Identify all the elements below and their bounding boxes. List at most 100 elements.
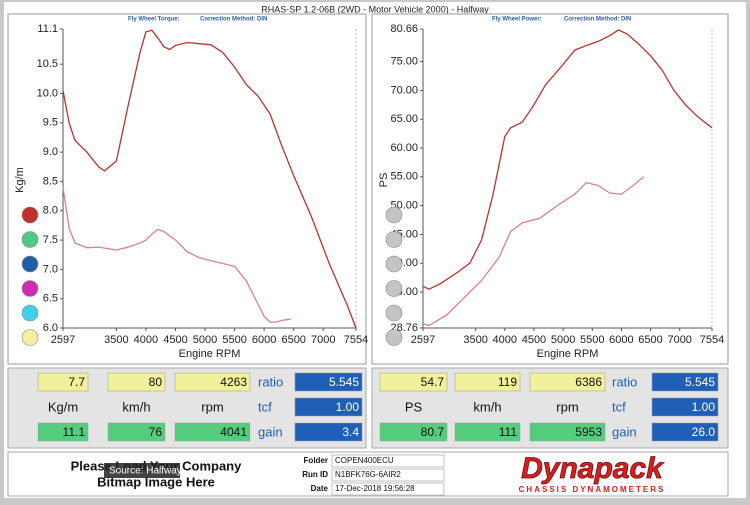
run-selector[interactable] [385, 304, 403, 322]
value-box [294, 422, 363, 442]
y-axis-label: Kg/m [14, 167, 26, 193]
value-box [294, 397, 363, 417]
chart-frame [371, 13, 729, 365]
data-line [62, 29, 357, 329]
x-tick-label: 2597 [51, 334, 75, 346]
x-tick-label: 4000 [493, 334, 517, 346]
x-tick-label: 5500 [222, 334, 246, 346]
source-badge [104, 463, 180, 478]
chart-correction: Correction Method: DIN [200, 17, 267, 23]
value-text: 3.4 [342, 425, 359, 439]
value-box [174, 422, 251, 442]
run-selector[interactable] [385, 329, 403, 346]
source-text: Source: Halfway [109, 466, 182, 477]
chart-frame [7, 13, 367, 365]
logo-subtitle: CHASSIS DYNAMOMETERS [519, 485, 666, 494]
y-tick-label: 10.5 [37, 58, 58, 70]
value-text: 5.545 [329, 375, 359, 389]
value-box [107, 422, 166, 442]
x-tick-label: 6000 [252, 334, 276, 346]
value-box [174, 372, 251, 392]
run-selector[interactable] [385, 231, 403, 248]
value-text: 4041 [220, 425, 247, 439]
data-line [422, 176, 645, 327]
value-box [454, 422, 521, 442]
field-name: Date [311, 484, 329, 493]
value-box [37, 372, 89, 392]
run-selector[interactable] [21, 231, 39, 248]
unit-label: Kg/m [48, 399, 78, 414]
x-tick-label: 5000 [193, 334, 217, 346]
value-text: 26.0 [692, 425, 716, 439]
value-text: 80.7 [421, 425, 445, 439]
value-box [379, 372, 448, 392]
field-label: tcf [612, 399, 626, 414]
unit-label: rpm [201, 399, 223, 414]
value-box [37, 422, 89, 442]
x-tick-label: 7000 [311, 334, 335, 346]
unit-label: rpm [556, 399, 578, 414]
field-value: 17-Dec-2018 19:56:28 [335, 484, 415, 493]
run-selector[interactable] [21, 329, 39, 346]
field-label: gain [612, 424, 637, 439]
y-tick-label: 55.00 [390, 171, 418, 183]
y-tick-label: 6.5 [43, 293, 58, 305]
value-text: 11.1 [63, 425, 86, 439]
run-selector[interactable] [21, 304, 39, 322]
field-label: ratio [612, 374, 637, 389]
value-text: 5953 [575, 425, 602, 439]
y-tick-label: 75.00 [390, 56, 418, 68]
field-label: tcf [258, 399, 272, 414]
field-name: Run ID [302, 470, 328, 479]
field-box [331, 468, 445, 482]
value-box [529, 422, 606, 442]
value-text: 111 [499, 425, 518, 439]
value-text: 80 [149, 375, 163, 389]
x-tick-label: 6500 [281, 334, 305, 346]
field-box [331, 482, 445, 496]
x-tick-label: 4000 [134, 334, 158, 346]
value-text: 119 [498, 375, 517, 389]
value-box [651, 397, 719, 417]
y-tick-label: 7.5 [43, 234, 58, 246]
value-box [454, 372, 521, 392]
field-value: COPEN400ECU [335, 456, 394, 465]
run-selector[interactable] [385, 206, 403, 224]
x-tick-label: 5500 [580, 334, 604, 346]
x-tick-label: 4500 [522, 334, 546, 346]
value-text: 7.7 [68, 375, 85, 389]
y-tick-label: 80.66 [390, 23, 418, 35]
value-text: 6386 [575, 375, 602, 389]
value-box [294, 372, 363, 392]
header-title: RHAS-SP 1.2-06B (2WD - Motor Vehicle 200… [261, 4, 489, 14]
x-tick-label: 6000 [609, 334, 633, 346]
field-name: Folder [304, 456, 328, 465]
value-text: 1.00 [692, 400, 716, 414]
data-line [62, 187, 291, 323]
chart-subtitle: Fly Wheel Torque: [128, 17, 180, 23]
run-selector[interactable] [21, 206, 39, 224]
data-line [422, 29, 713, 290]
run-selector[interactable] [385, 280, 403, 297]
run-selector[interactable] [21, 255, 39, 273]
y-tick-label: 65.00 [390, 113, 418, 125]
x-tick-label: 7000 [667, 334, 691, 346]
y-tick-label: 8.0 [43, 205, 58, 217]
value-box [379, 422, 448, 442]
x-tick-label: 5000 [551, 334, 575, 346]
field-box [331, 454, 445, 468]
value-box [107, 372, 166, 392]
unit-label: km/h [122, 399, 150, 414]
x-tick-label: 6500 [638, 334, 662, 346]
y-tick-label: 6.0 [43, 322, 58, 334]
run-selector[interactable] [21, 280, 39, 297]
x-tick-label: 3500 [463, 334, 487, 346]
y-tick-label: 70.00 [390, 84, 418, 96]
x-axis-label: Engine RPM [537, 348, 599, 360]
x-tick-label: 2597 [411, 334, 435, 346]
value-text: 5.545 [685, 375, 715, 389]
x-axis-label: Engine RPM [179, 348, 241, 360]
run-selector[interactable] [385, 255, 403, 273]
chart-correction: Correction Method: DIN [564, 17, 631, 23]
field-value: N1BFK76G-6AIR2 [335, 470, 401, 479]
